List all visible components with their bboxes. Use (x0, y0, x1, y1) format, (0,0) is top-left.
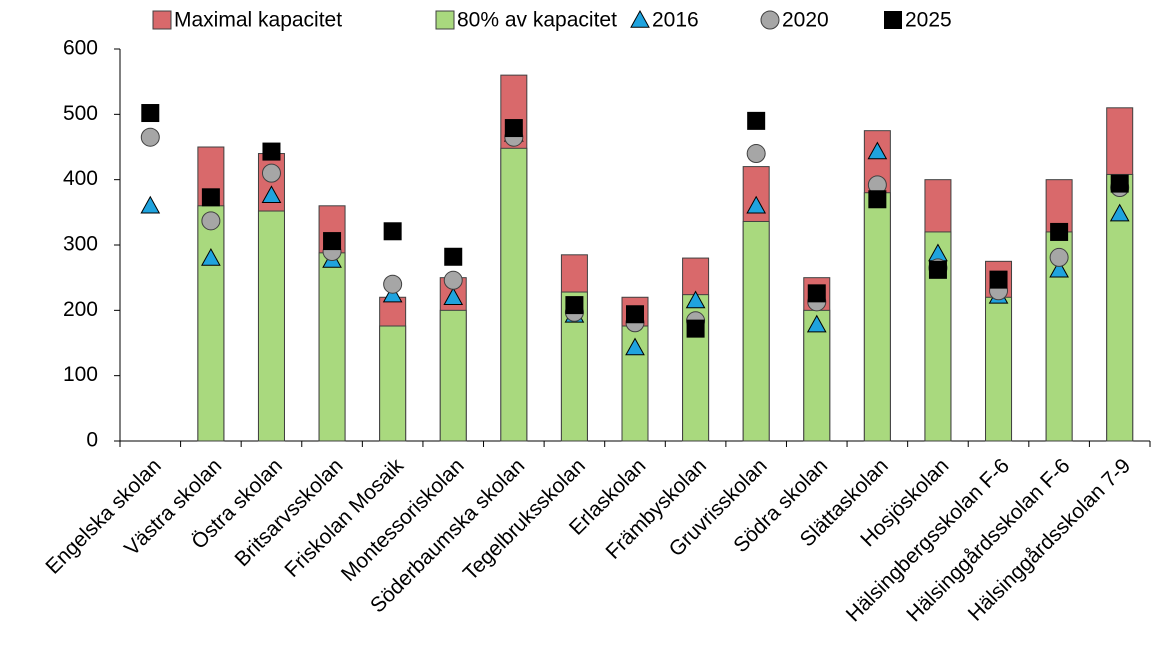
point (444, 247, 463, 266)
point (201, 248, 221, 266)
y-tick-label: 200 (63, 298, 98, 321)
point (383, 274, 403, 294)
y-tick-label: 300 (63, 233, 98, 256)
point (443, 270, 463, 290)
point (626, 305, 644, 324)
point (201, 188, 220, 207)
point (746, 144, 766, 164)
y-tick-label: 500 (63, 102, 98, 125)
bar (863, 192, 891, 442)
bar (742, 220, 770, 442)
point (685, 290, 706, 309)
y-tick-label: 400 (63, 167, 98, 190)
point (1049, 247, 1069, 267)
point (686, 319, 705, 338)
point (383, 222, 402, 241)
point (565, 296, 584, 315)
point (747, 111, 766, 130)
legend-label: Maximal kapacitet (174, 9, 342, 32)
point (1109, 203, 1130, 222)
bar (985, 296, 1013, 442)
point (201, 211, 221, 231)
point (261, 163, 281, 183)
point (1110, 174, 1129, 193)
bar (439, 309, 467, 442)
point (625, 337, 645, 356)
bar (318, 252, 346, 442)
point (806, 314, 827, 333)
x-tick-label: Britsarvsskolan (231, 454, 348, 571)
point (141, 104, 160, 123)
y-tick-label: 100 (63, 363, 98, 386)
bar (257, 210, 285, 442)
point (140, 127, 160, 147)
point (443, 287, 464, 305)
point (504, 119, 523, 138)
bar (379, 325, 407, 442)
point (1050, 222, 1069, 241)
legend-marker (152, 10, 172, 30)
point (140, 195, 161, 214)
point (807, 284, 826, 303)
legend-marker (760, 10, 780, 30)
bar (500, 147, 528, 442)
legend-label: 2025 (905, 9, 952, 32)
point (746, 195, 767, 214)
point (928, 260, 947, 279)
point (262, 142, 281, 161)
point (989, 270, 1008, 289)
point (1049, 259, 1069, 278)
bar (197, 205, 225, 442)
legend-label: 2020 (782, 9, 829, 32)
y-tick-label: 600 (63, 37, 98, 60)
point (261, 185, 282, 204)
point (382, 284, 403, 303)
legend-marker (884, 11, 902, 29)
point (867, 141, 888, 160)
legend-label: 2016 (652, 9, 699, 32)
legend-marker (435, 10, 455, 30)
y-tick-label: 0 (86, 429, 98, 452)
legend-marker (630, 9, 650, 28)
point (323, 232, 342, 251)
legend-label: 80% av kapacitet (457, 9, 617, 32)
bar (560, 291, 588, 442)
point (868, 190, 887, 209)
